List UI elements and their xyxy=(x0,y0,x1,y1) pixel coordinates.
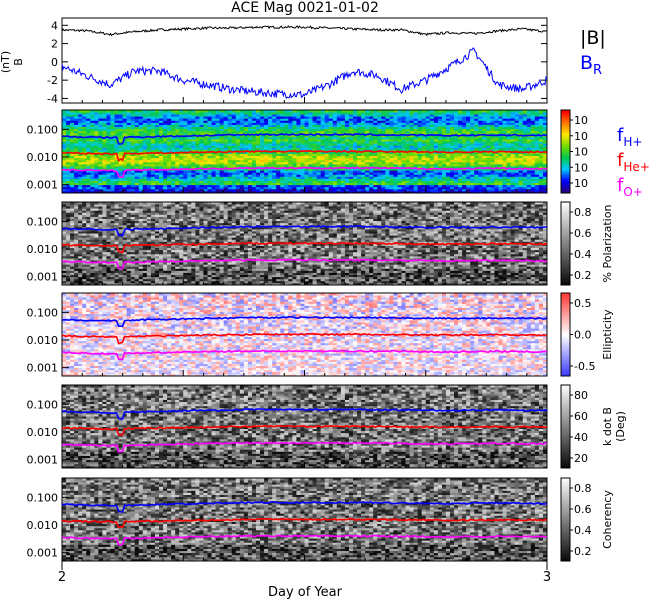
legend-b-total: |B| xyxy=(580,27,606,49)
x-tick-label: 3 xyxy=(543,570,551,585)
colorbar-2 xyxy=(561,202,570,286)
colorbar-tick-label: 0.6 xyxy=(574,503,592,516)
y-tick-label: 0.010 xyxy=(27,334,59,347)
y-tick-label: 4 xyxy=(51,19,58,32)
y-tick-label: 0.100 xyxy=(27,215,59,228)
y-tick-label: 0.100 xyxy=(27,398,59,411)
y-tick-label: -4 xyxy=(47,92,58,105)
y-tick-label: 0.100 xyxy=(27,306,59,319)
y-tick-label: 0 xyxy=(51,56,58,69)
colorbar-label: k dot B xyxy=(601,407,614,446)
y-tick-label: 0.001 xyxy=(27,547,59,560)
y-tick-label: 0.001 xyxy=(27,454,59,467)
b-r-line xyxy=(62,48,547,98)
colorbar-units: (Deg) xyxy=(614,411,627,442)
colorbar-tick-label: 80 xyxy=(574,389,588,402)
colorbar-label: % Polarization xyxy=(601,205,614,283)
colorbar-tick-label: 0.5 xyxy=(574,297,592,310)
colorbar-tick-label: 10 xyxy=(574,130,588,143)
x-axis-label: Day of Year xyxy=(268,585,343,600)
x-tick-label: 2 xyxy=(58,570,66,585)
colorbar-tick-label: 0.0 xyxy=(574,329,592,342)
colorbar-tick-label: 10 xyxy=(574,146,588,159)
colorbar-tick-label: 0.2 xyxy=(574,269,592,282)
legend-b-r-main: B xyxy=(580,52,593,74)
colorbar-3 xyxy=(561,293,570,377)
colorbar-tick-label: 0.4 xyxy=(574,524,592,537)
colorbar-tick-label: 10 xyxy=(574,177,588,190)
colorbar-tick-label: 40 xyxy=(574,431,588,444)
b-axis-label: B xyxy=(12,58,25,66)
colorbar-4 xyxy=(561,385,570,469)
y-tick-label: 0.100 xyxy=(27,123,59,136)
colorbar-label: Ellipticity xyxy=(601,309,614,360)
y-tick-label: 0.100 xyxy=(27,491,59,504)
legend-f-o: fO+ xyxy=(617,175,643,199)
colorbar-5 xyxy=(561,478,570,562)
colorbar-tick-label: -0.5 xyxy=(574,360,595,373)
y-tick-label: 0.001 xyxy=(27,362,59,375)
legend-f-he: fHe+ xyxy=(617,150,650,174)
legend-b-r-sub: R xyxy=(593,63,602,78)
colorbar-tick-label: 10 xyxy=(574,161,588,174)
b-total-line xyxy=(62,26,547,35)
colorbar-tick-label: 0.8 xyxy=(574,482,592,495)
y-tick-label: 0.001 xyxy=(27,271,59,284)
colorbar-label: Coherency xyxy=(601,490,614,549)
chart-title: ACE Mag 0021-01-02 xyxy=(231,0,379,16)
colorbar-tick-label: 20 xyxy=(574,452,588,465)
b-axis-units: (nT) xyxy=(0,51,12,73)
colorbar-1 xyxy=(561,110,570,194)
legend-f-h: fH+ xyxy=(617,125,642,149)
legend-f-he-sub: He+ xyxy=(623,160,649,174)
colorbar-tick-label: 0.6 xyxy=(574,227,592,240)
colorbar-tick-label: 0.4 xyxy=(574,248,592,261)
colorbar-tick-label: 0.8 xyxy=(574,206,592,219)
legend-b-r: BR xyxy=(580,52,602,78)
y-tick-label: 0.010 xyxy=(27,151,59,164)
y-tick-label: 0.010 xyxy=(27,426,59,439)
y-tick-label: 0.010 xyxy=(27,243,59,256)
panels: 420-2-4B(nT)0.1000.0100.00110101010100.1… xyxy=(0,18,627,570)
y-tick-label: 0.001 xyxy=(27,179,59,192)
y-tick-label: 0.010 xyxy=(27,519,59,532)
legend-f-h-sub: H+ xyxy=(623,135,642,149)
y-tick-label: 2 xyxy=(51,38,58,51)
colorbar-tick-label: 10 xyxy=(574,114,588,127)
colorbar-tick-label: 60 xyxy=(574,410,588,423)
legend-f-o-sub: O+ xyxy=(623,185,643,199)
y-tick-label: -2 xyxy=(47,74,58,87)
colorbar-tick-label: 0.2 xyxy=(574,545,592,558)
